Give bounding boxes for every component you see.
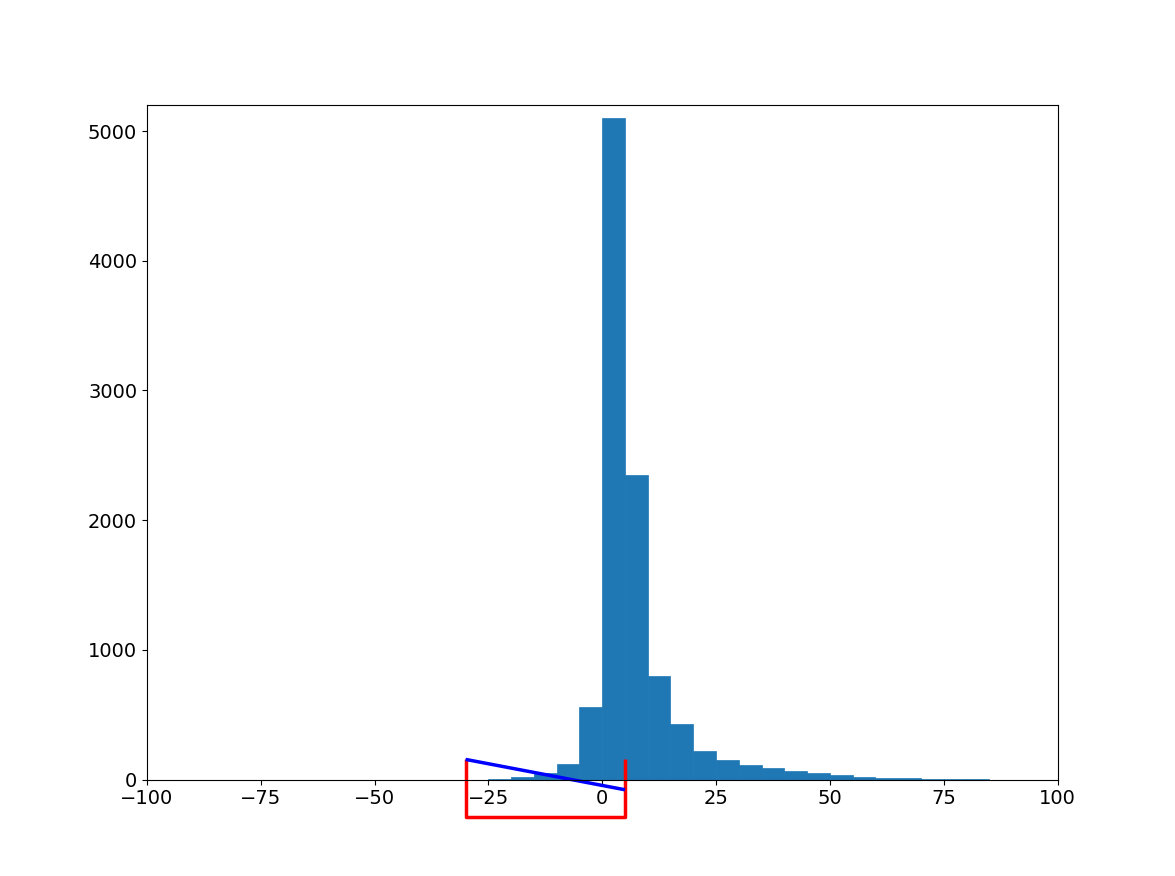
Bar xyxy=(898,779,921,780)
Bar xyxy=(807,774,830,780)
Bar xyxy=(875,778,898,780)
Bar xyxy=(921,779,944,780)
Bar xyxy=(761,768,785,780)
Bar xyxy=(602,118,625,780)
Bar xyxy=(671,724,693,780)
Bar xyxy=(785,771,807,780)
Bar xyxy=(853,777,875,780)
Bar xyxy=(625,475,647,780)
Bar xyxy=(533,773,557,780)
Bar xyxy=(716,760,739,780)
Bar xyxy=(693,751,716,780)
Bar xyxy=(511,777,533,780)
Bar xyxy=(557,764,579,780)
Bar xyxy=(579,707,602,780)
Bar xyxy=(739,766,761,780)
Bar xyxy=(830,775,853,780)
Bar xyxy=(647,676,671,780)
